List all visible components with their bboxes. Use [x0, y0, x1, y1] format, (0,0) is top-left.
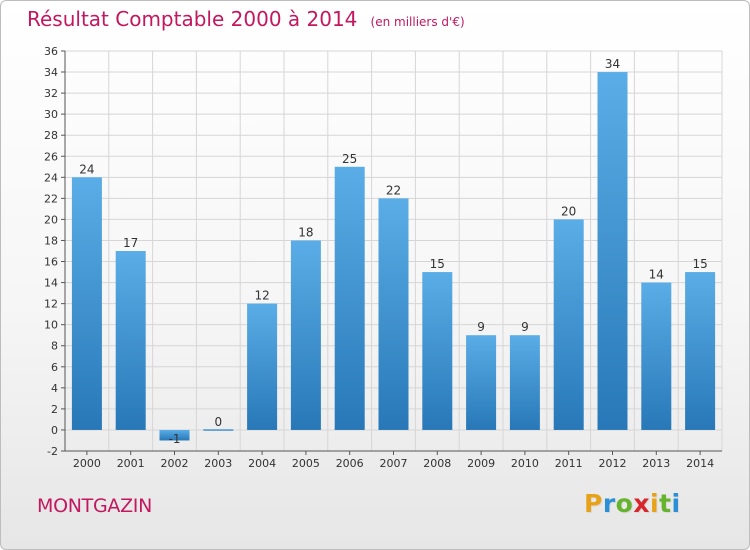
x-tick-label-2001: 2001: [117, 457, 145, 470]
y-tick-label: 6: [51, 361, 58, 374]
data-label-2002: -1: [169, 432, 181, 446]
bar-2012: [597, 72, 628, 430]
data-label-2000: 24: [79, 162, 94, 176]
chart-title: Résultat Comptable 2000 à 2014 (en milli…: [27, 7, 465, 31]
chart-title-text: Résultat Comptable 2000 à 2014: [27, 7, 358, 31]
x-tick-label-2004: 2004: [248, 457, 276, 470]
x-tick-label-2002: 2002: [161, 457, 189, 470]
bar-2000: [71, 177, 102, 430]
logo-letter: i: [671, 489, 681, 518]
x-tick-label-2007: 2007: [380, 457, 408, 470]
place-name: MONTGAZIN: [37, 495, 153, 517]
y-tick-label: 34: [44, 66, 58, 79]
bar-2004: [247, 303, 278, 430]
x-tick-label-2010: 2010: [511, 457, 539, 470]
bar-2011: [553, 219, 584, 430]
data-label-2008: 15: [430, 257, 445, 271]
data-label-2011: 20: [561, 204, 576, 218]
x-tick-label-2000: 2000: [73, 457, 101, 470]
bar-2001: [115, 251, 146, 430]
bar-2002: [159, 429, 190, 441]
y-tick-label: 2: [51, 403, 58, 416]
y-tick-label: 12: [44, 298, 58, 311]
bar-2013: [641, 282, 672, 430]
x-tick-label-2008: 2008: [423, 457, 451, 470]
logo-letter: o: [615, 489, 634, 518]
proxiti-logo: Proxiti: [584, 489, 681, 518]
data-label-2014: 15: [692, 257, 707, 271]
x-tick-label-2014: 2014: [686, 457, 714, 470]
data-label-2005: 18: [298, 225, 313, 239]
bar-2007: [378, 198, 409, 430]
data-label-2013: 14: [649, 268, 664, 282]
data-label-2012: 34: [605, 57, 620, 71]
y-tick-label: 8: [51, 340, 58, 353]
data-label-2001: 17: [123, 236, 138, 250]
bar-2010: [509, 335, 540, 430]
logo-letter: i: [650, 489, 660, 518]
x-tick-label-2005: 2005: [292, 457, 320, 470]
y-tick-label: 28: [44, 129, 58, 142]
y-tick-label: 18: [44, 234, 58, 247]
data-label-2009: 9: [477, 320, 485, 334]
y-tick-label: 10: [44, 319, 58, 332]
y-tick-label: 20: [44, 213, 58, 226]
logo-letter: r: [602, 489, 616, 518]
bar-2008: [422, 272, 453, 430]
chart-subtitle: (en milliers d'€): [370, 15, 465, 29]
bar-2006: [334, 166, 365, 430]
bar-2003: [203, 429, 234, 431]
bar-2014: [685, 272, 716, 430]
logo-letter: P: [584, 489, 603, 518]
bar-2005: [290, 240, 321, 430]
data-label-2004: 12: [254, 289, 269, 303]
y-tick-label: 30: [44, 108, 58, 121]
data-label-2010: 9: [521, 320, 529, 334]
y-tick-label: 16: [44, 256, 58, 269]
x-tick-label-2013: 2013: [642, 457, 670, 470]
y-tick-label: 26: [44, 150, 58, 163]
y-tick-label: 36: [44, 45, 58, 58]
logo-letter: x: [633, 489, 650, 518]
data-label-2003: 0: [214, 415, 222, 429]
x-tick-label-2009: 2009: [467, 457, 495, 470]
y-tick-label: -2: [47, 445, 58, 458]
y-tick-label: 22: [44, 192, 58, 205]
bar-layer: 24 17 -1 0 12 18 25 22 15 9 9 20 34 14 15: [71, 57, 716, 446]
y-tick-label: 0: [51, 424, 58, 437]
x-tick-label-2006: 2006: [336, 457, 364, 470]
y-tick-label: 24: [44, 171, 58, 184]
data-label-2007: 22: [386, 183, 401, 197]
y-tick-label: 4: [51, 382, 58, 395]
y-tick-label: 32: [44, 87, 58, 100]
logo-letter: t: [659, 489, 672, 518]
x-tick-label-2011: 2011: [555, 457, 583, 470]
x-tick-label-2003: 2003: [204, 457, 232, 470]
data-label-2006: 25: [342, 152, 357, 166]
bar-2009: [466, 335, 497, 430]
x-tick-label-2012: 2012: [599, 457, 627, 470]
y-tick-label: 14: [44, 277, 58, 290]
